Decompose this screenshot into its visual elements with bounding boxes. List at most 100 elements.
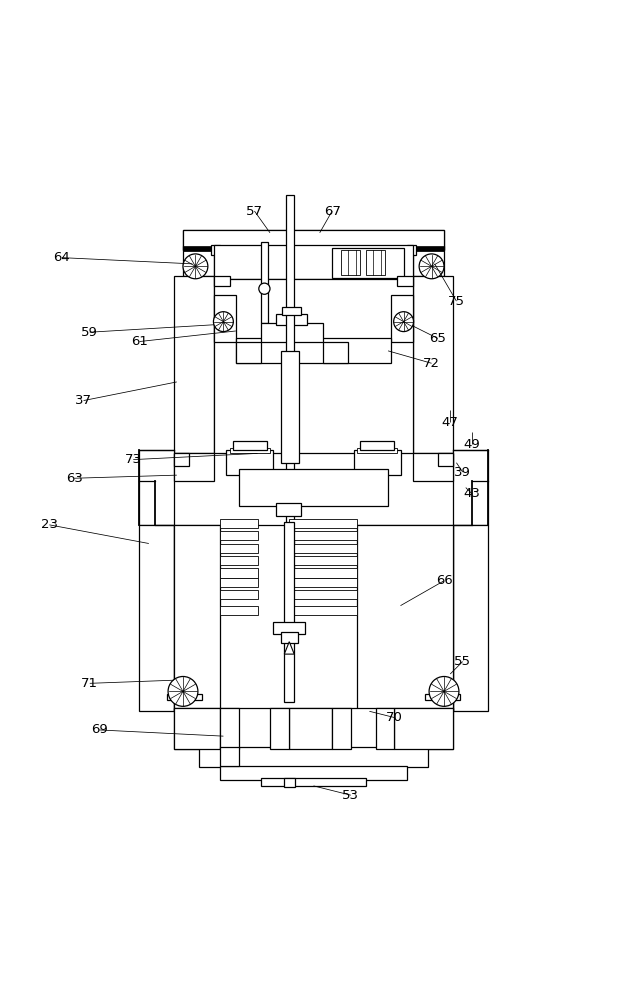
Bar [332,708,350,749]
Bar [366,250,385,275]
Bar [407,245,416,255]
Bar [438,453,453,466]
Bar [174,708,453,749]
Circle shape [429,676,459,706]
Polygon shape [357,525,453,711]
Bar [214,276,229,286]
Bar [220,578,258,587]
Bar [342,250,360,275]
Bar [288,606,357,615]
Bar [277,314,307,325]
Polygon shape [394,708,453,749]
Bar [214,279,413,453]
Text: 61: 61 [131,335,148,348]
Bar [220,568,258,578]
Bar [288,544,357,553]
Text: 72: 72 [423,357,440,370]
Bar [282,307,301,315]
Bar [199,747,428,767]
Text: 70: 70 [386,711,403,724]
Bar [183,246,444,251]
Bar [332,248,404,278]
Bar [283,778,295,787]
Polygon shape [139,525,174,711]
Bar [288,590,357,599]
Polygon shape [174,708,220,749]
Bar [360,441,394,450]
Bar [220,747,239,766]
Polygon shape [323,342,348,363]
Text: 65: 65 [429,332,446,345]
Text: 47: 47 [442,416,459,429]
Text: 75: 75 [448,295,465,308]
Bar [261,323,323,342]
Bar [280,632,298,643]
Bar [211,245,220,255]
Polygon shape [413,246,444,276]
Bar [270,708,288,749]
Bar [261,242,268,323]
Text: 39: 39 [454,466,471,479]
Polygon shape [139,450,174,525]
Bar [280,351,299,463]
Text: 53: 53 [342,789,359,802]
Text: 73: 73 [125,453,142,466]
Circle shape [394,312,414,332]
Bar [174,453,189,466]
Bar [277,503,301,516]
Text: 67: 67 [324,205,340,218]
Circle shape [183,254,208,279]
Polygon shape [413,276,453,453]
Polygon shape [214,295,236,342]
Circle shape [213,312,233,332]
Bar [236,338,391,363]
Polygon shape [183,230,444,250]
Bar [214,245,413,279]
Bar [220,531,258,540]
Polygon shape [174,453,214,481]
Text: 59: 59 [82,326,98,339]
Bar [174,525,453,711]
Bar [239,469,388,506]
Polygon shape [453,525,488,711]
Text: 37: 37 [75,394,92,407]
Bar [376,708,394,749]
Text: 57: 57 [246,205,263,218]
Bar [229,448,270,453]
Text: 71: 71 [82,677,98,690]
Polygon shape [183,246,214,276]
Bar [288,531,357,540]
Polygon shape [391,295,413,342]
Text: 55: 55 [454,655,471,668]
Text: 43: 43 [463,487,480,500]
Bar [183,230,444,250]
Bar [261,778,366,786]
Bar [220,544,258,553]
Text: 69: 69 [91,723,107,736]
Bar [285,195,294,568]
Bar [220,766,407,780]
Bar [167,694,202,700]
Bar [220,519,258,528]
Bar [284,522,294,702]
Polygon shape [453,450,488,525]
Bar [220,590,258,599]
Polygon shape [288,708,332,749]
Circle shape [259,283,270,294]
Bar [357,448,398,453]
Polygon shape [413,453,453,481]
Bar [288,519,357,528]
Bar [233,441,267,450]
Text: 23: 23 [41,518,58,531]
Polygon shape [236,342,261,363]
Bar [354,450,401,475]
Bar [288,578,357,587]
Bar [288,556,357,565]
Polygon shape [284,642,294,654]
Circle shape [419,254,444,279]
Polygon shape [174,525,220,711]
Text: 66: 66 [436,574,452,587]
Bar [220,556,258,565]
Polygon shape [174,276,214,453]
Bar [288,568,357,578]
